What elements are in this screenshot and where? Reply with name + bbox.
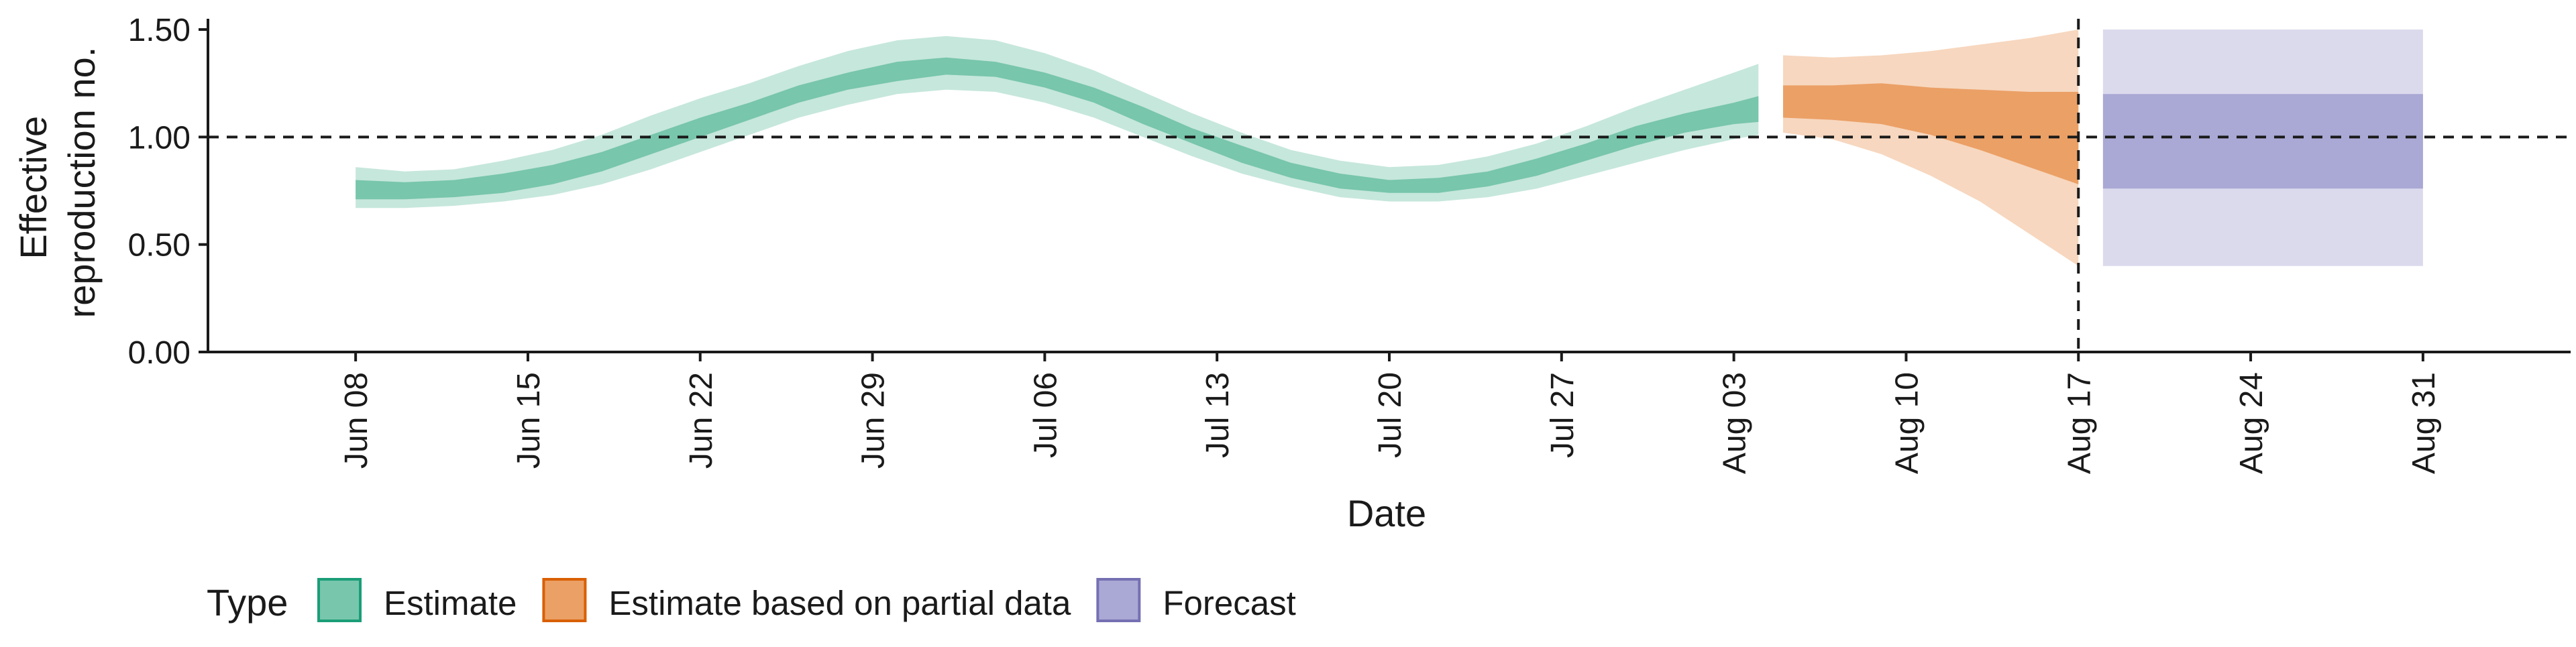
x-tick-label: Jul 06 [1028,372,1063,458]
x-tick-label: Aug 24 [2234,372,2269,474]
x-tick-label: Aug 17 [2061,372,2097,474]
y-tick-label: 0.50 [128,228,191,263]
legend-key-forecast [1096,578,1141,622]
x-axis-title: Date [1347,492,1426,534]
legend-label-forecast: Forecast [1163,584,1295,622]
legend-label-estimate-based-on-partial-data: Estimate based on partial data [608,584,1071,622]
x-tick-label: Jun 15 [511,372,547,469]
estimate-band-50 [356,57,1759,200]
y-axis-title-line-1: Effective [12,116,54,259]
x-tick-label: Jun 08 [339,372,374,469]
legend-title: Type [207,581,288,624]
forecast-band-50 [2102,94,2423,189]
x-tick-label: Jun 29 [856,372,892,469]
x-tick-label: Jun 22 [684,372,719,469]
x-tick-label: Jul 27 [1545,372,1580,458]
estimate-based-on-partial-data-band-50 [1783,83,2079,184]
y-tick-label: 0.00 [128,335,191,371]
legend-key-estimate [317,578,362,622]
x-tick-label: Aug 31 [2406,372,2442,474]
x-tick-label: Jul 20 [1373,372,1408,458]
y-axis-title-line-2: reproduction no. [60,47,103,318]
y-tick-label: 1.50 [128,13,191,48]
y-tick-label: 1.00 [128,120,191,156]
legend-label-estimate: Estimate [384,584,517,622]
legend: Type Estimate Estimate based on partial d… [207,578,1296,624]
ribbon-layer [356,30,2423,266]
estimate-band-90 [356,36,1759,209]
axes-layer: 0.00 0.50 1.00 1.50 Jun 08 Jun 15 Jun 22 Jun 29… [128,13,2571,474]
legend-key-estimate-based-on-partial-data [542,578,587,622]
x-tick-label: Aug 10 [1889,372,1925,474]
y-axis-title: Effective reproduction no. [12,47,103,318]
x-tick-label: Aug 03 [1717,372,1753,474]
x-tick-label: Jul 13 [1200,372,1236,458]
